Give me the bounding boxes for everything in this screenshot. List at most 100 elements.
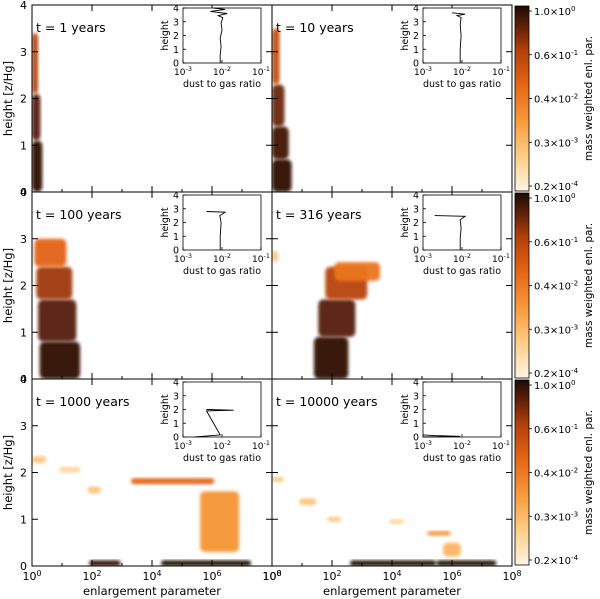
inset-y-tick-label: 3 (413, 391, 419, 402)
inset-y-tick-label: 3 (413, 204, 419, 215)
y-axis-label: height [z/Hg] (1, 61, 15, 136)
colorbar-gradient (514, 379, 530, 566)
colorbar-label: mass weighted enl. par. (583, 223, 595, 348)
colorbar-tick-label: 0.2×10-4 (534, 553, 579, 567)
heatmap-blob-2 (299, 498, 317, 506)
heatmap-blob-3 (32, 33, 39, 94)
inset-y-tick-label: 1 (173, 45, 179, 56)
colorbar-tick-label: 0.2×10-4 (534, 179, 579, 193)
heatmap-blob-7 (161, 560, 252, 566)
inset-y-tick-label: 2 (173, 31, 179, 42)
panel-6: 100 102 104 106 108 t = 10000 years enlargemen… (262, 378, 521, 599)
inset-y-axis-label: height (400, 207, 411, 238)
heatmap-blob-5 (427, 530, 451, 536)
inset-frame (422, 381, 502, 438)
colorbar-label: mass weighted enl. par. (583, 410, 595, 535)
inset-y-tick-label: 0 (413, 59, 419, 70)
y-tick-label: 2 (20, 467, 27, 480)
heatmap-layer (272, 250, 381, 379)
heatmap-blob-3 (36, 266, 73, 300)
heatmap-blob-3 (87, 486, 102, 494)
y-tick-label: 1 (20, 139, 27, 152)
inset-y-tick-label: 1 (173, 419, 179, 430)
colorbar-tick-label: 1.0×100 (534, 4, 576, 18)
inset-y-tick-label: 3 (173, 391, 179, 402)
heatmap-blob-1 (39, 341, 81, 379)
x-tick-label: 108 (502, 569, 521, 583)
colorbar-tick-label: 0.2×10-4 (534, 366, 579, 380)
y-axis-label: height [z/Hg] (1, 435, 15, 510)
heatmap-blob-2 (38, 299, 77, 342)
heatmap-blob-7 (350, 560, 437, 566)
heatmap-blob-2 (59, 466, 81, 473)
heatmap-layer (32, 33, 43, 192)
inset-y-axis-label: height (160, 207, 171, 238)
inset-y-tick-label: 4 (413, 378, 419, 389)
heatmap-layer (272, 477, 497, 566)
inset-frame (182, 7, 262, 64)
heatmap-blob-8 (436, 560, 497, 566)
inset-y-tick-label: 2 (413, 218, 419, 229)
heatmap-blob-1 (32, 456, 47, 464)
inset-profile-line (422, 434, 461, 438)
colorbar-tick-label: 1.0×100 (534, 191, 576, 205)
colorbar-1: 1.0×100 0.6×10-1 0.4×10-2 0.3×10-3 0.2×10-4 m… (514, 4, 595, 193)
colorbar-2: 1.0×100 0.6×10-1 0.4×10-2 0.3×10-3 0.2×10-4 m… (514, 191, 595, 380)
inset-y-tick-label: 1 (413, 419, 419, 430)
inset-x-axis-label: dust to gas ratio (423, 266, 501, 277)
heatmap-layer (272, 28, 292, 192)
x-axis-label: enlargement parameter (323, 584, 461, 598)
heatmap-blob-6 (442, 542, 462, 557)
x-tick-label: 100 (22, 569, 41, 583)
heatmap-blob-1 (272, 159, 292, 192)
x-tick-label: 104 (142, 569, 161, 583)
x-tick-label: 106 (202, 569, 221, 583)
inset-x-axis-label: dust to gas ratio (423, 79, 501, 90)
x-tick-label: 100 (262, 569, 281, 583)
colorbar-tick-label: 0.3×10-3 (534, 322, 578, 336)
inset-y-tick-label: 0 (413, 246, 419, 257)
inset-x-axis-label: dust to gas ratio (183, 266, 261, 277)
colorbar-tick-label: 0.6×10-1 (534, 235, 578, 249)
inset-y-tick-label: 3 (173, 204, 179, 215)
y-tick-label: 0 (20, 560, 27, 573)
inset-x-axis-label: dust to gas ratio (423, 453, 501, 464)
inset-y-tick-label: 1 (413, 45, 419, 56)
colorbar-label: mass weighted enl. par. (583, 36, 595, 161)
colorbar-tick-label: 1.0×100 (534, 378, 576, 392)
panel-label: t = 10 years (276, 20, 354, 35)
y-tick-label: 2 (20, 280, 27, 293)
inset-y-tick-label: 4 (173, 378, 179, 389)
heatmap-blob-4 (272, 28, 280, 85)
heatmap-blob-4 (34, 238, 67, 267)
inset-profile-line (451, 12, 466, 63)
heatmap-blob-6 (89, 560, 121, 566)
heatmap-blob-1 (272, 477, 284, 482)
inset-y-tick-label: 2 (173, 218, 179, 229)
colorbar-tick-label: 0.6×10-1 (534, 48, 578, 62)
x-tick-label: 106 (442, 569, 461, 583)
inset-profile-line (210, 7, 228, 63)
inset-y-tick-label: 2 (413, 405, 419, 416)
x-tick-label: 104 (382, 569, 401, 583)
heatmap-blob-5 (200, 491, 240, 552)
x-tick-label: 102 (322, 569, 341, 583)
inset-frame (182, 194, 262, 251)
panel-label: t = 316 years (276, 207, 362, 222)
inset-y-tick-label: 4 (413, 4, 419, 15)
heatmap-blob-3 (272, 84, 285, 127)
panel-label: t = 10000 years (276, 394, 377, 409)
panel-label: t = 1 years (36, 20, 106, 35)
colorbar-tick-label: 0.4×10-2 (534, 466, 578, 480)
inset-y-tick-label: 3 (413, 17, 419, 28)
inset-y-tick-label: 0 (173, 246, 179, 257)
colorbar-gradient (514, 5, 530, 192)
